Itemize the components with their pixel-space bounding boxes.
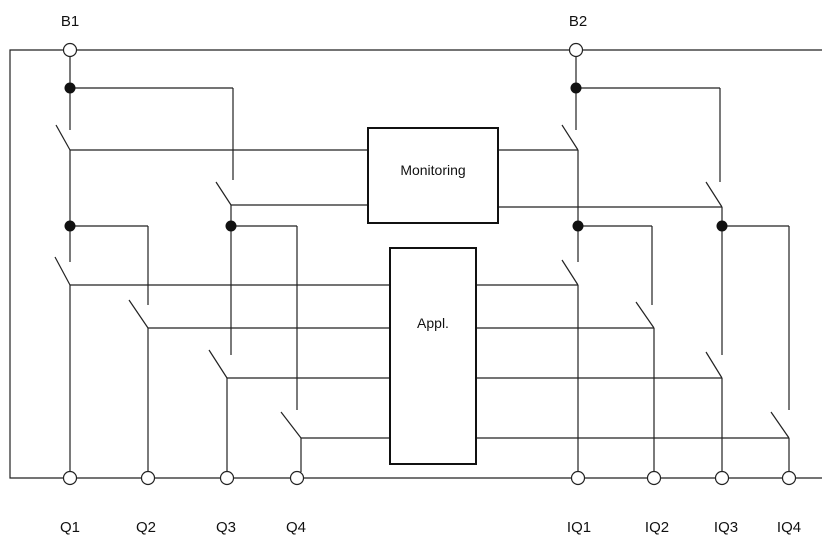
label-q4: Q4 xyxy=(286,519,306,536)
label-iq4: IQ4 xyxy=(777,519,801,536)
b1-circuit xyxy=(54,56,390,472)
monitoring-box: Monitoring xyxy=(367,127,499,224)
label-q3: Q3 xyxy=(216,519,236,536)
terminal-iq3 xyxy=(714,470,730,486)
application-box: Appl. xyxy=(389,247,477,465)
label-q2: Q2 xyxy=(136,519,156,536)
b2-circuit xyxy=(476,56,790,472)
terminal-iq2 xyxy=(646,470,662,486)
junction-dot xyxy=(572,220,584,232)
label-b1: B1 xyxy=(61,13,79,30)
terminal-b2 xyxy=(568,42,584,58)
label-iq1: IQ1 xyxy=(567,519,591,536)
junction-dots xyxy=(64,82,728,232)
junction-dot xyxy=(64,82,76,94)
terminal-q3 xyxy=(219,470,235,486)
terminals xyxy=(62,42,797,486)
junction-dot xyxy=(64,220,76,232)
terminal-q2 xyxy=(140,470,156,486)
terminal-labels: B1 B2 Q1 Q2 Q3 Q4 IQ1 IQ2 IQ3 IQ4 xyxy=(60,13,801,536)
terminal-b1 xyxy=(62,42,78,58)
terminal-iq4 xyxy=(781,470,797,486)
terminal-iq1 xyxy=(570,470,586,486)
label-iq3: IQ3 xyxy=(714,519,738,536)
label-b2: B2 xyxy=(569,13,587,30)
junction-dot xyxy=(716,220,728,232)
label-q1: Q1 xyxy=(60,519,80,536)
terminal-q4 xyxy=(289,470,305,486)
label-iq2: IQ2 xyxy=(645,519,669,536)
monitoring-label: Monitoring xyxy=(400,162,465,178)
application-label: Appl. xyxy=(417,315,449,331)
junction-dot xyxy=(570,82,582,94)
outer-frame xyxy=(9,49,822,479)
junction-dot xyxy=(225,220,237,232)
terminal-q1 xyxy=(62,470,78,486)
